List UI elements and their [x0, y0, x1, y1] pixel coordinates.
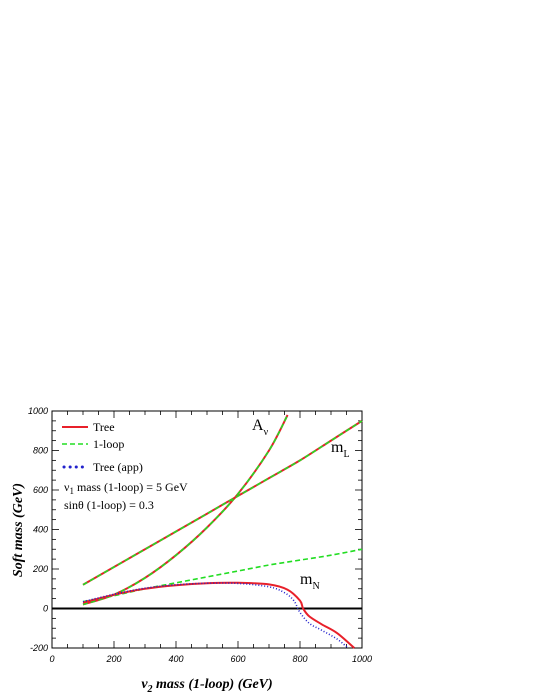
legend-tree-label: Tree: [93, 420, 115, 434]
curve-label-A-sub: ν: [264, 427, 269, 438]
nu1-symbol: ν: [64, 480, 70, 494]
curve-label-mN-main: m: [300, 571, 313, 588]
curve-label-mN-sub: N: [312, 581, 319, 592]
sin-theta-note: sinθ (1-loop) = 0.3: [64, 498, 154, 512]
series-mL-1loop: [82, 420, 363, 586]
y-tick-label: 800: [33, 446, 48, 456]
x-axis-nu-symbol: ν: [141, 677, 148, 692]
y-tick-label: -200: [30, 643, 48, 653]
legend: Tree 1-loop Tree (app): [62, 420, 143, 474]
curve-label-A-main: A: [252, 417, 264, 434]
curve-label-mL-main: m: [331, 439, 344, 456]
x-tick-label: 1000: [352, 654, 372, 664]
x-tick-label: 400: [168, 654, 183, 664]
x-axis-text: mass (1-loop) (GeV): [153, 677, 273, 692]
x-axis-subscript: 2: [147, 684, 153, 695]
x-tick-label: 600: [230, 654, 245, 664]
series-layer: [82, 414, 363, 649]
x-tick-label: 800: [292, 654, 307, 664]
y-tick-label: 1000: [28, 406, 48, 416]
legend-treeapp-label: Tree (app): [93, 460, 143, 474]
legend-1loop-label: 1-loop: [93, 437, 124, 451]
curve-label-mN: mN: [300, 571, 320, 592]
y-tick-label: 600: [33, 485, 48, 495]
nu1-text: mass (1-loop) = 5 GeV: [74, 480, 188, 494]
svg-text:mN: mN: [300, 571, 320, 592]
x-tick-label: 200: [105, 654, 121, 664]
nu1-mass-note: ν1 mass (1-loop) = 5 GeV: [64, 480, 188, 496]
svg-text:mL: mL: [331, 439, 350, 460]
x-tick-label: 0: [49, 654, 54, 664]
nu1-subscript: 1: [69, 486, 74, 496]
series-mN-tree-app: [82, 582, 349, 649]
curve-label-mL-sub: L: [343, 449, 349, 460]
curve-label-A: Aν: [252, 417, 269, 438]
y-tick-label: 200: [32, 564, 48, 574]
curve-label-mL: mL: [331, 439, 350, 460]
y-axis-title: Soft mass (GeV): [11, 483, 26, 577]
x-axis-title: ν2 mass (1-loop) (GeV): [141, 677, 272, 695]
tick-marks: [51, 410, 363, 649]
svg-text:Aν: Aν: [252, 417, 269, 438]
y-tick-label: 0: [43, 604, 48, 614]
series-mN-tree: [82, 581, 355, 649]
svg-text:ν1 mass (1-loop) = 5 GeV: ν1 mass (1-loop) = 5 GeV: [64, 480, 188, 496]
series-mN-1loop: [82, 548, 363, 603]
y-tick-label: 400: [33, 525, 48, 535]
